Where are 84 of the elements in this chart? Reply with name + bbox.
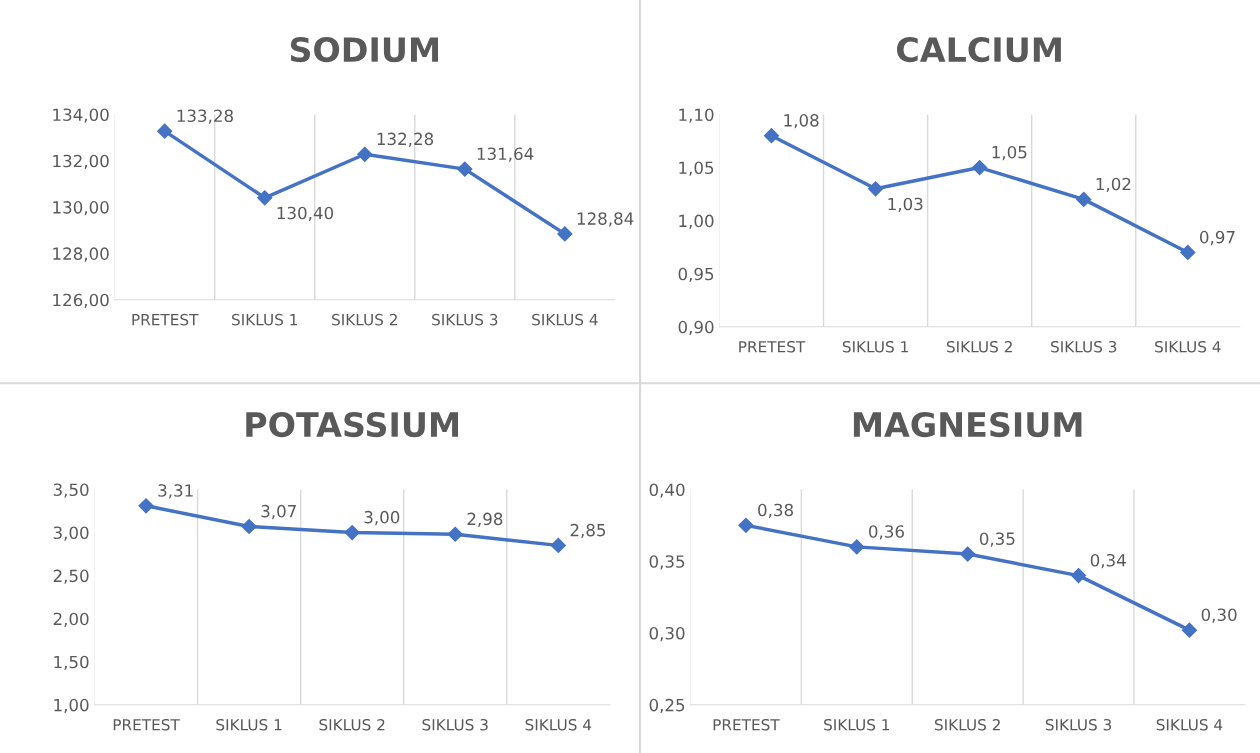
y-tick-label: 0,30 — [649, 626, 685, 642]
data-label: 132,28 — [377, 132, 434, 147]
x-tick-label: SIKLUS 3 — [1051, 340, 1117, 353]
y-tick-label: 0,95 — [678, 267, 714, 282]
point — [738, 517, 754, 533]
data-label: 0,35 — [979, 532, 1015, 547]
data-label: 0,38 — [758, 503, 793, 518]
y-tick-label: 130,00 — [53, 201, 109, 216]
x-tick-label: SIKLUS 4 — [525, 718, 592, 731]
data-label: 1,03 — [888, 197, 923, 212]
y-tick-label: 1,05 — [679, 161, 714, 176]
x-tick-label: SIKLUS 4 — [532, 313, 598, 326]
data-label: 3,31 — [158, 484, 193, 499]
point — [157, 123, 173, 139]
x-tick-label: SIKLUS 2 — [946, 340, 1012, 353]
y-tick-label: 0,90 — [678, 320, 714, 336]
data-label: 131,64 — [477, 147, 534, 162]
y-tick-label: 132,00 — [53, 154, 109, 170]
point — [447, 526, 463, 542]
point — [257, 190, 273, 206]
x-tick-label: SIKLUS 4 — [1156, 718, 1223, 731]
y-tick-label: 128,00 — [53, 247, 109, 262]
y-tick-label: 126,00 — [53, 293, 109, 308]
y-tick-label: 2,50 — [53, 569, 89, 584]
point — [972, 159, 988, 176]
data-label: 130,40 — [277, 206, 334, 222]
x-tick-label: SIKLUS 2 — [332, 313, 397, 326]
data-label: 2,85 — [570, 523, 606, 539]
y-tick-label: 1,00 — [679, 214, 714, 229]
point — [960, 546, 976, 562]
point — [1070, 568, 1087, 584]
y-tick-label: 0,40 — [649, 483, 685, 498]
x-tick-label: PRETEST — [713, 718, 780, 731]
point — [763, 128, 780, 144]
data-label: 0,97 — [1200, 230, 1235, 246]
data-label: 133,28 — [177, 109, 233, 124]
y-tick-label: 134,00 — [53, 108, 109, 123]
x-tick-label: SIKLUS 1 — [232, 313, 298, 326]
data-label: 1,05 — [992, 145, 1027, 161]
data-label: 2,98 — [467, 512, 503, 527]
point — [241, 518, 257, 535]
point — [138, 498, 154, 514]
y-tick-label: 0,35 — [649, 555, 685, 570]
point — [550, 537, 566, 554]
x-tick-label: SIKLUS 4 — [1155, 340, 1221, 353]
x-tick-label: SIKLUS 2 — [934, 718, 1000, 731]
chart-title: POTASSIUM — [246, 411, 459, 438]
data-label: 3,07 — [261, 504, 296, 520]
point — [868, 181, 884, 197]
point — [557, 226, 573, 242]
y-tick-label: 2,00 — [53, 612, 89, 627]
data-label: 3,00 — [364, 510, 400, 526]
chart-title: MAGNESIUM — [853, 411, 1082, 438]
point — [1181, 622, 1198, 638]
x-tick-label: PRETEST — [113, 718, 180, 731]
point — [1180, 244, 1196, 261]
data-label: 1,02 — [1096, 177, 1131, 193]
x-tick-label: SIKLUS 3 — [422, 718, 488, 731]
y-tick-label: 3,00 — [53, 526, 89, 541]
x-tick-label: SIKLUS 1 — [842, 340, 908, 353]
x-tick-label: SIKLUS 1 — [216, 718, 282, 731]
data-label: 0,30 — [1201, 608, 1237, 623]
point — [457, 161, 473, 177]
data-label: 0,36 — [869, 525, 904, 540]
point — [344, 524, 360, 541]
data-label: 0,34 — [1090, 553, 1126, 569]
x-tick-label: SIKLUS 3 — [432, 313, 498, 326]
y-tick-label: 1,00 — [54, 698, 89, 714]
chart-title: SODIUM — [290, 36, 439, 63]
y-tick-label: 3,50 — [53, 483, 89, 498]
x-tick-label: SIKLUS 1 — [824, 718, 890, 731]
x-tick-label: SIKLUS 2 — [319, 718, 385, 731]
data-label: 1,08 — [784, 114, 819, 129]
chart-title: CALCIUM — [897, 36, 1061, 63]
x-tick-label: SIKLUS 3 — [1045, 718, 1112, 731]
y-tick-label: 1,10 — [679, 108, 714, 123]
y-tick-label: 1,50 — [54, 655, 89, 671]
point — [849, 539, 865, 555]
y-tick-label: 0,25 — [649, 698, 685, 714]
point — [357, 146, 373, 162]
data-label: 128,84 — [577, 212, 634, 227]
point — [1076, 191, 1092, 207]
x-tick-label: PRETEST — [739, 340, 806, 353]
x-tick-label: PRETEST — [132, 313, 199, 326]
